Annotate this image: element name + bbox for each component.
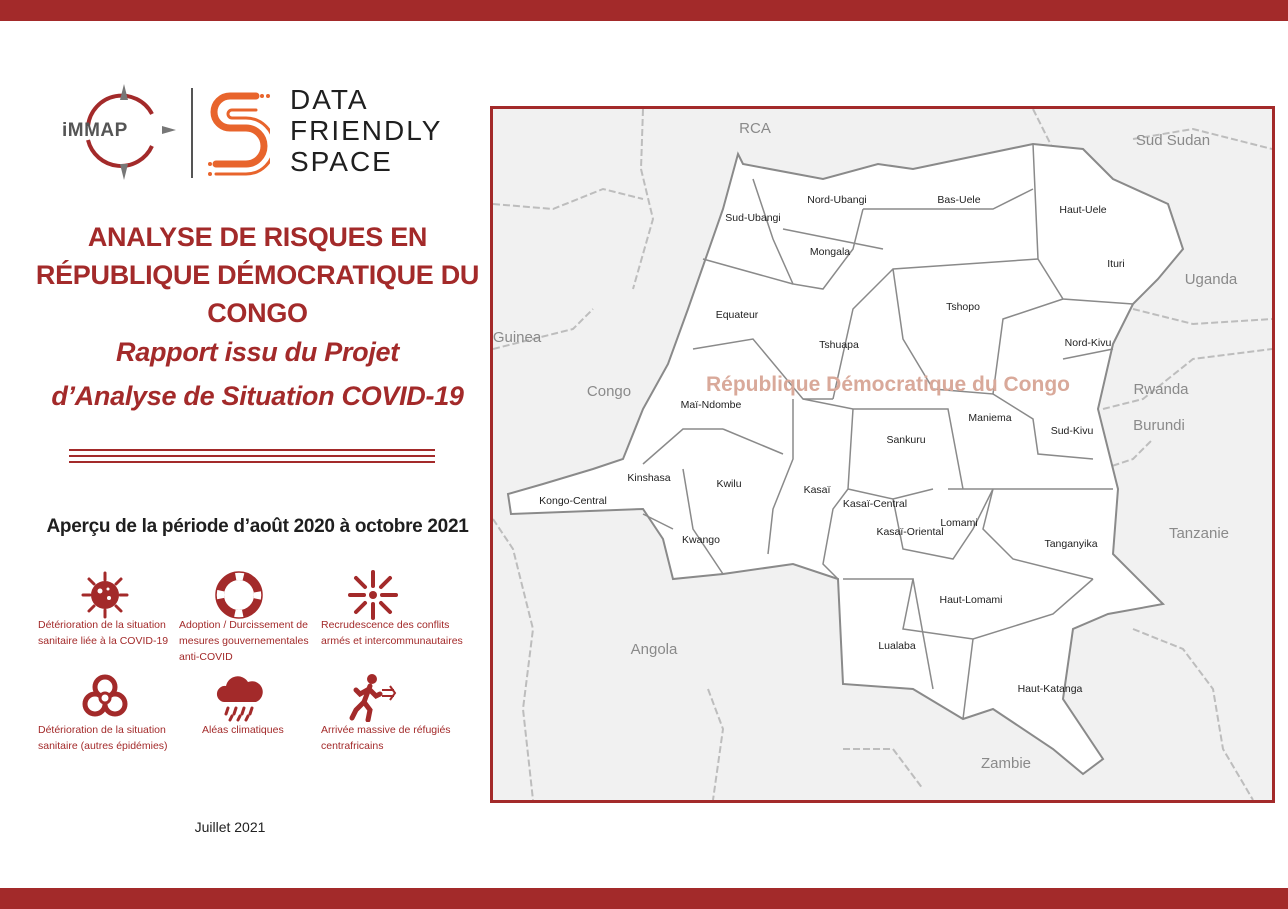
map-province-label: Nord-Ubangi bbox=[807, 194, 867, 206]
report-title: ANALYSE DE RISQUES EN RÉPUBLIQUE DÉMOCRA… bbox=[20, 218, 495, 332]
map-province-label: Kinshasa bbox=[627, 472, 670, 484]
map-province-label: Sankuru bbox=[886, 434, 925, 446]
map-neighbor-zambie: Zambie bbox=[981, 755, 1031, 772]
map-province-label: Equateur bbox=[716, 309, 759, 321]
risk-label-refugees: Arrivée massive de réfugiés centrafricai… bbox=[321, 724, 451, 752]
logo-divider bbox=[191, 88, 193, 178]
map-province-label: Lualaba bbox=[878, 640, 916, 652]
risk-label-covid: Détérioration de la situation sanitaire … bbox=[38, 619, 169, 647]
map-province-label: Maniema bbox=[968, 412, 1011, 424]
map-neighbor-rca: RCA bbox=[739, 120, 771, 137]
map-neighbor-congo: Congo bbox=[587, 383, 631, 400]
subtitle-line-2: d’Analyse de Situation COVID-19 bbox=[51, 381, 464, 411]
map-neighbor-sud-sudan: Sud Sudan bbox=[1136, 132, 1210, 149]
map-neighbor-rwanda: Rwanda bbox=[1133, 381, 1189, 398]
map-country-label: République Démocratique du Congo bbox=[706, 373, 1070, 396]
drc-map: RCA Sud Sudan Uganda Rwanda Burundi Tanz… bbox=[490, 106, 1275, 803]
title-line-2: RÉPUBLIQUE DÉMOCRATIQUE DU CONGO bbox=[35, 260, 480, 328]
risk-label-measures: Adoption / Durcissement de mesures gouve… bbox=[179, 619, 309, 663]
subtitle-line-1: Rapport issu du Projet bbox=[116, 337, 399, 367]
top-band bbox=[0, 0, 1288, 21]
map-province-label: Ituri bbox=[1107, 258, 1125, 270]
virus-icon bbox=[80, 570, 130, 620]
map-province-label: Tshopo bbox=[946, 301, 980, 313]
immap-wordmark: iMMAP bbox=[62, 120, 128, 141]
map-province-label: Tanganyika bbox=[1044, 538, 1097, 550]
map-neighbor-burundi: Burundi bbox=[1133, 417, 1185, 434]
bottom-band bbox=[0, 888, 1288, 909]
divider-rule-1 bbox=[69, 449, 435, 451]
immap-logo: iMMAP bbox=[58, 84, 178, 180]
map-province-label: Kwango bbox=[682, 534, 720, 546]
map-province-label: Nord-Kivu bbox=[1065, 337, 1112, 349]
map-province-label: Lomami bbox=[940, 517, 977, 529]
map-neighbor-tanzanie: Tanzanie bbox=[1169, 525, 1229, 542]
explosion-icon bbox=[348, 570, 398, 620]
title-line-1: ANALYSE DE RISQUES EN bbox=[87, 222, 428, 252]
dfs-logo-mark bbox=[206, 86, 276, 180]
report-subtitle: Rapport issu du Projet d’Analyse de Situ… bbox=[20, 330, 495, 418]
map-province-label: Kasaï-Central bbox=[843, 498, 907, 510]
period-heading: Aperçu de la période d’août 2020 à octob… bbox=[46, 516, 469, 537]
dfs-line-3: SPACE bbox=[290, 146, 393, 177]
risk-label-climate: Aléas climatiques bbox=[202, 724, 284, 736]
map-province-label: Haut-Katanga bbox=[1018, 683, 1083, 695]
map-province-label: Bas-Uele bbox=[937, 194, 980, 206]
map-province-label: Mongala bbox=[810, 246, 850, 258]
map-province-label: Kasaï-Oriental bbox=[876, 526, 943, 538]
dfs-line-2: FRIENDLY bbox=[290, 115, 443, 146]
map-province-label: Tshuapa bbox=[819, 339, 859, 351]
map-neighbor-uganda: Uganda bbox=[1185, 271, 1238, 288]
dfs-line-1: DATA bbox=[290, 84, 369, 115]
lifebuoy-icon bbox=[214, 570, 264, 620]
biohazard-icon bbox=[80, 672, 130, 722]
publication-date: Juillet 2021 bbox=[194, 819, 266, 835]
map-province-label: Haut-Lomami bbox=[939, 594, 1002, 606]
map-neighbor-angola: Angola bbox=[631, 641, 678, 658]
map-province-label: Kwilu bbox=[716, 478, 741, 490]
map-province-label: Kasaï bbox=[804, 484, 831, 496]
map-province-label: Maï-Ndombe bbox=[681, 399, 742, 411]
refugee-running-icon bbox=[348, 672, 398, 723]
dfs-wordmark: DATA FRIENDLY SPACE bbox=[290, 84, 442, 177]
risk-label-conflicts: Recrudescence des conflits armés et inte… bbox=[321, 619, 463, 647]
map-neighbor-guinea: Guinea bbox=[493, 329, 542, 346]
logos: iMMAP DATA FRIENDLY SPACE bbox=[58, 84, 458, 184]
map-province-label: Haut-Uele bbox=[1059, 204, 1106, 216]
map-province-label: Sud-Kivu bbox=[1051, 425, 1094, 437]
rain-cloud-icon bbox=[214, 672, 264, 722]
map-province-label: Sud-Ubangi bbox=[725, 212, 780, 224]
divider-rule-3 bbox=[69, 461, 435, 463]
divider-rule-2 bbox=[69, 455, 435, 457]
risk-label-epidemics: Détérioration de la situation sanitaire … bbox=[38, 724, 168, 752]
map-province-label: Kongo-Central bbox=[539, 495, 607, 507]
